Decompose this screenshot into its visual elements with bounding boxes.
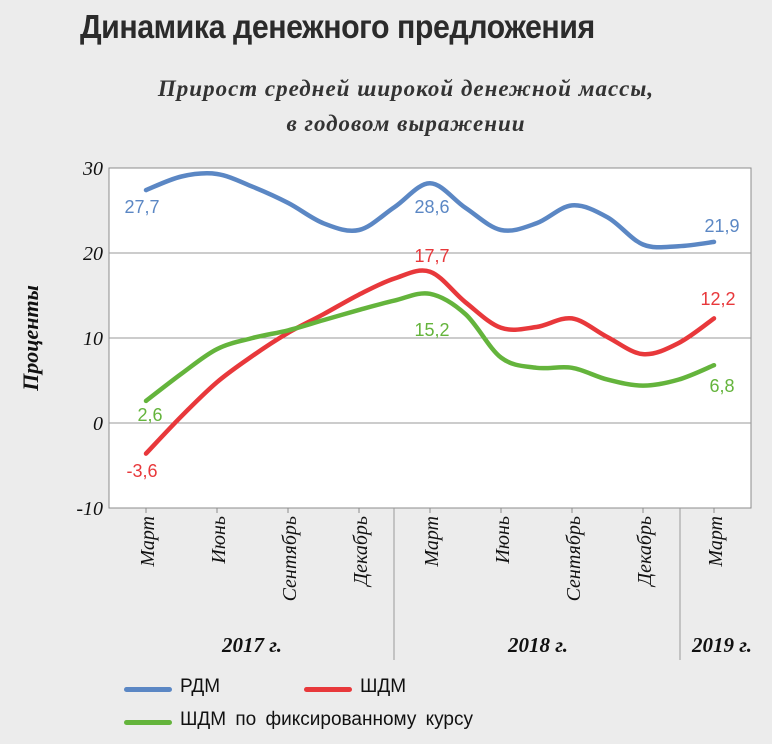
y-tick-label: 10 — [83, 328, 103, 350]
y-tick-label: 20 — [83, 243, 103, 265]
legend-swatch-rdm — [124, 687, 172, 692]
series-line-rdm — [143, 171, 717, 250]
x-tick-label: Март — [137, 516, 159, 568]
series-line-shdm-fixed — [143, 291, 717, 404]
data-label-shdm: 17,7 — [414, 246, 449, 266]
data-label-rdm: 21,9 — [704, 216, 739, 236]
series-line-shdm — [143, 268, 717, 456]
x-tick-label: Март — [421, 516, 443, 568]
data-label-rdm: 28,6 — [414, 197, 449, 217]
chart-subtitle-line1: Прирост средней широкой денежной массы, — [157, 76, 655, 101]
data-label-shdm: 12,2 — [700, 289, 735, 309]
chart-title: Динамика денежного предложения — [80, 8, 595, 45]
data-label-shdm-fixed: 6,8 — [709, 376, 734, 396]
data-label-shdm-fixed: 15,2 — [414, 320, 449, 340]
legend-label-rdm: РДМ — [180, 676, 221, 697]
year-label: 2017 г. — [221, 633, 282, 657]
year-label: 2019 г. — [691, 633, 752, 657]
legend-item-shdm-fixed: ШДМ по фиксированному курсу — [124, 709, 473, 731]
year-label: 2018 г. — [507, 633, 568, 657]
legend-label-shdm: ШДМ — [360, 676, 407, 697]
data-label-rdm: 27,7 — [124, 197, 159, 217]
y-tick-label: -10 — [76, 498, 103, 520]
data-label-shdm-fixed: 2,6 — [137, 405, 162, 425]
legend-swatch-shdm — [304, 687, 352, 692]
chart-subtitle-line2: в годовом выражении — [286, 111, 526, 136]
x-tick-label: Декабрь — [634, 516, 656, 588]
x-tick-label: Июнь — [208, 516, 230, 565]
x-tick-label: Сентябрь — [279, 516, 301, 601]
legend-label-shdm-fixed: ШДМ по фиксированному курсу — [180, 709, 473, 730]
y-tick-label: 0 — [93, 413, 103, 435]
data-label-shdm: -3,6 — [126, 461, 157, 481]
legend-item-shdm: ШДМ — [304, 676, 406, 698]
y-axis-label: Проценты — [18, 285, 43, 392]
legend-item-rdm: РДМ — [124, 676, 220, 698]
x-tick-label: Март — [705, 516, 727, 568]
legend-swatch-shdm-fixed — [124, 720, 172, 725]
x-tick-label: Сентябрь — [563, 516, 585, 601]
y-tick-label: 30 — [82, 158, 103, 180]
x-tick-label: Июнь — [492, 516, 514, 565]
x-tick-label: Декабрь — [350, 516, 372, 588]
